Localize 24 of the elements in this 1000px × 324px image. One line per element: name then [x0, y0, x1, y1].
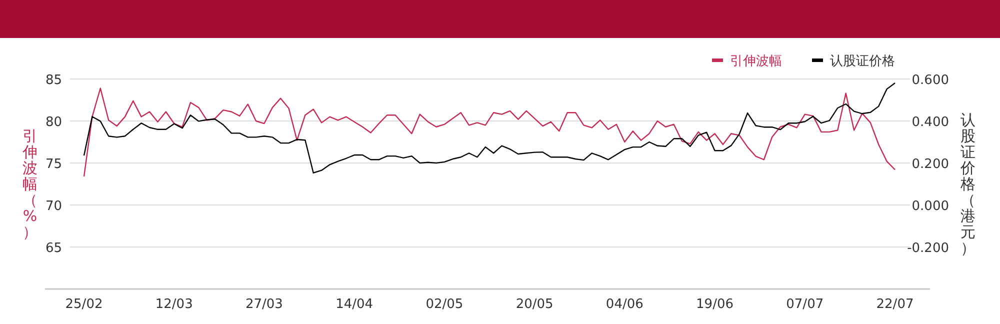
x-tick-label: 07/07: [786, 297, 824, 312]
y2-tick-label: 0.200: [912, 157, 949, 172]
x-tick-label: 25/02: [65, 297, 103, 312]
x-tick-label: 27/03: [245, 297, 283, 312]
x-tick-label: 04/06: [606, 297, 644, 312]
y-tick-label: 85: [45, 73, 62, 88]
x-tick-label: 20/05: [516, 297, 554, 312]
y-axis-title: 引伸波幅（%）: [22, 127, 38, 241]
legend-label: 认股证价格: [830, 54, 895, 69]
legend-label: 引伸波幅: [730, 54, 782, 69]
x-tick-label: 22/07: [876, 297, 914, 312]
y2-tick-label: -0.200: [907, 241, 949, 256]
y2-tick-label: 0.600: [912, 73, 949, 88]
x-tick-label: 02/05: [426, 297, 464, 312]
text: 认股证价格（港元）: [960, 111, 976, 257]
x-tick-label: 19/06: [696, 297, 734, 312]
y2-tick-label: 0.000: [912, 199, 949, 214]
y-tick-label: 65: [45, 241, 62, 256]
y2-tick-label: 0.400: [912, 115, 949, 130]
x-tick-label: 12/03: [155, 297, 193, 312]
y-tick-label: 75: [45, 157, 62, 172]
y-tick-label: 80: [45, 115, 62, 130]
x-tick-label: 14/04: [336, 297, 374, 312]
y-tick-label: 70: [45, 199, 62, 214]
